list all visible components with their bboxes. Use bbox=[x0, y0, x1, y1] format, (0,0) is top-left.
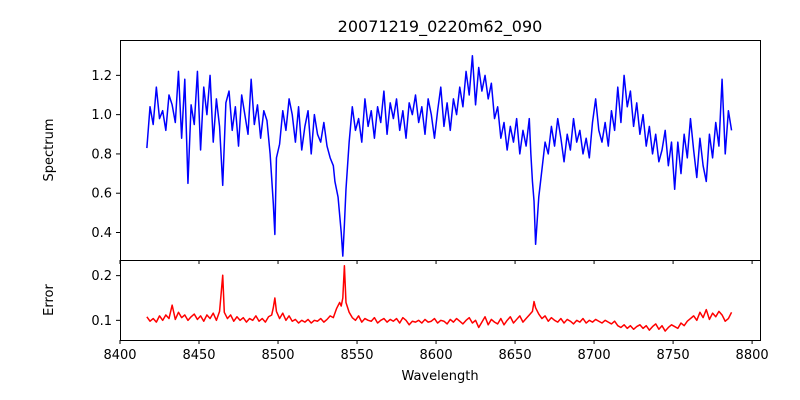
x-tick-label: 8550 bbox=[340, 348, 373, 363]
spectrum-y-tick-label: 0.6 bbox=[91, 187, 112, 202]
error-panel: 0.10.2 8400 8450 8500 8550 8600 8650 8700 8750 8… bbox=[42, 260, 769, 363]
error-y-ticks: 0.1 0.2 bbox=[91, 269, 120, 329]
x-tick-label: 8750 bbox=[657, 348, 690, 363]
spectrum-y-ticks: 0.4 0.6 0.8 1.0 1.2 bbox=[91, 69, 120, 241]
x-tick-label: 8500 bbox=[261, 348, 294, 363]
error-series-line bbox=[146, 265, 733, 332]
x-axis-label: Wavelength bbox=[401, 369, 478, 384]
error-axes-frame bbox=[120, 260, 761, 341]
spectrum-y-tick-label: 1.2 bbox=[91, 69, 112, 84]
x-tick-label: 8450 bbox=[182, 348, 215, 363]
x-tick-label: 8650 bbox=[499, 348, 532, 363]
spectrum-series-line bbox=[146, 54, 733, 257]
error-x-ticks: 8400 8450 8500 8550 8600 8650 8700 8750 8800 bbox=[103, 340, 769, 363]
chart-title: 20071219_0220m62_090 bbox=[338, 17, 543, 37]
spectrum-y-tick-label: 0.4 bbox=[91, 226, 112, 241]
spectrum-y-tick-label: 0.8 bbox=[91, 147, 112, 162]
spectrum-y-axis-label: Spectrum bbox=[42, 119, 57, 182]
x-tick-label: 8700 bbox=[578, 348, 611, 363]
x-tick-label: 8600 bbox=[420, 348, 453, 363]
spectrum-panel: 0.4 0.6 0.8 1.0 1.2 Spectrum bbox=[42, 40, 761, 264]
spectrum-series-group bbox=[146, 54, 733, 257]
x-tick-label: 8800 bbox=[736, 348, 769, 363]
error-y-tick-label: 0.2 bbox=[91, 269, 112, 284]
error-y-tick-label: 0.1 bbox=[91, 314, 112, 329]
x-tick-label: 8400 bbox=[103, 348, 136, 363]
spectrum-y-tick-label: 1.0 bbox=[91, 108, 112, 123]
error-y-axis-label: Error bbox=[42, 284, 57, 316]
error-series-group bbox=[146, 265, 733, 332]
